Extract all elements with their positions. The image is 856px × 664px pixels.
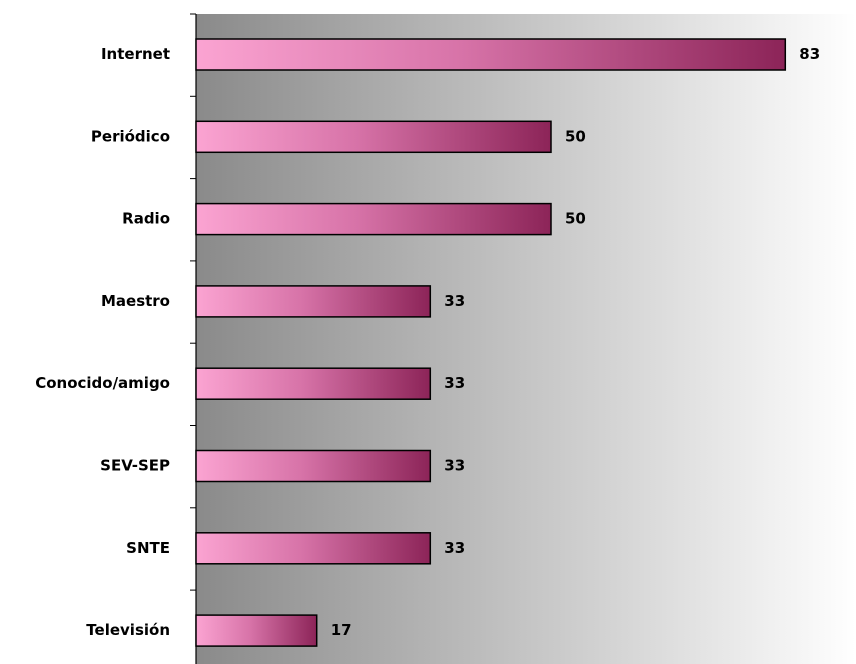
value-label: 17 [331,621,352,639]
bar [196,204,551,235]
bar [196,121,551,152]
bar [196,286,430,317]
value-label: 33 [444,292,465,310]
bar [196,451,430,482]
bar [196,615,317,646]
category-label: Televisión [86,621,170,639]
value-label: 50 [565,210,586,228]
value-label: 33 [444,374,465,392]
axis-layer [190,14,196,664]
category-label: Periódico [91,127,170,145]
plot-area [196,14,856,664]
bar [196,39,785,70]
category-label: SNTE [126,539,170,557]
value-label: 83 [799,45,820,63]
category-label: Radio [122,210,170,228]
value-label: 50 [565,127,586,145]
category-label: SEV-SEP [100,457,170,475]
category-label: Internet [101,45,170,63]
value-label: 33 [444,539,465,557]
category-label: Maestro [101,292,170,310]
value-label: 33 [444,457,465,475]
bar [196,368,430,399]
bar [196,533,430,564]
category-label: Conocido/amigo [35,374,170,392]
